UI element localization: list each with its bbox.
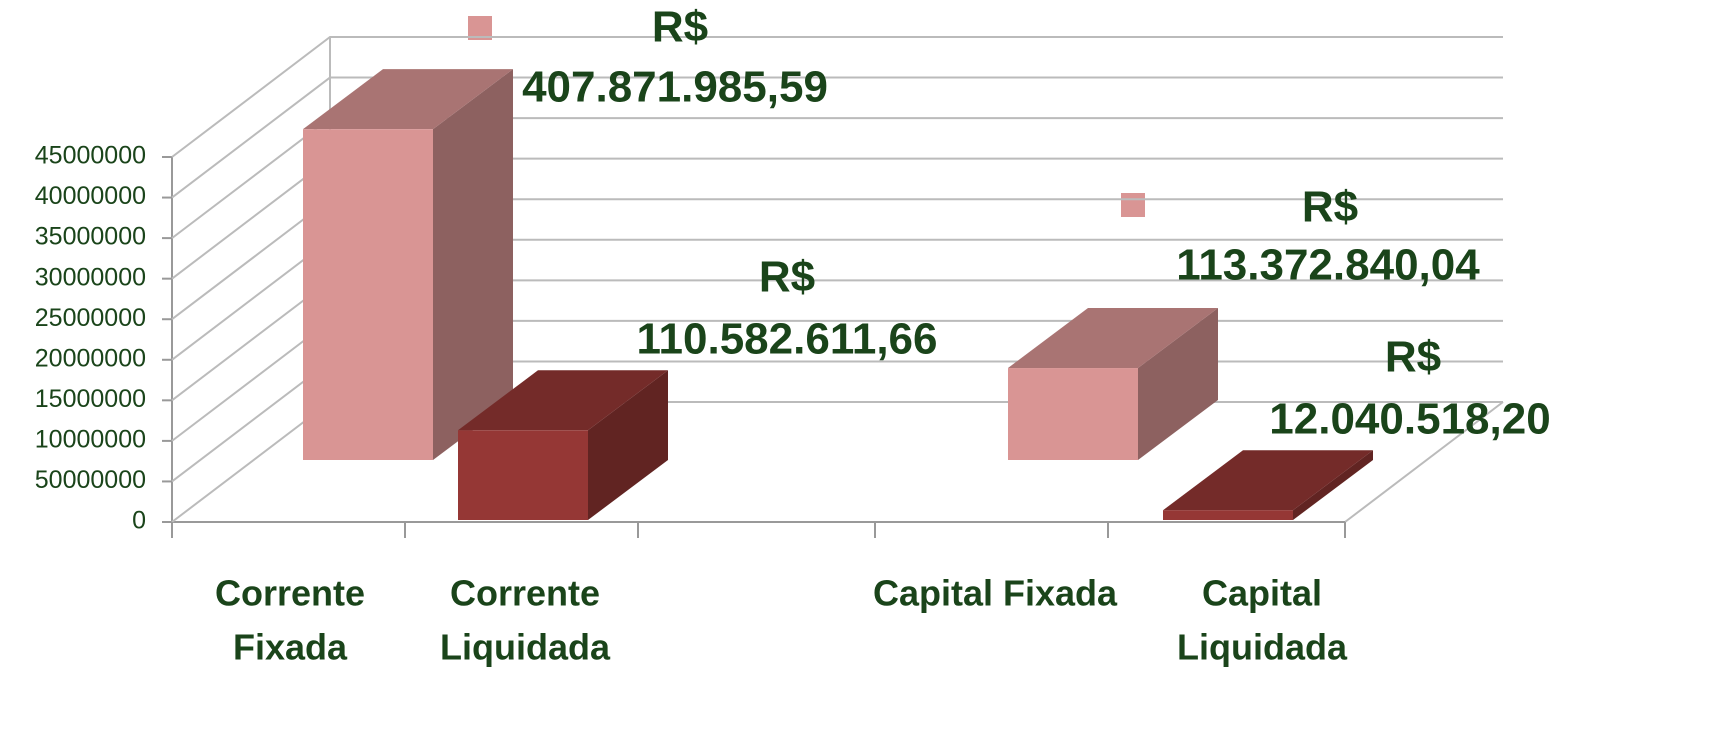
grid-line [171, 76, 1503, 199]
bar-side [1293, 450, 1373, 520]
annotation: R$ [1302, 183, 1358, 232]
x-tick-label: Liquidada [440, 627, 611, 668]
annotation: 113.372.840,04 [1176, 241, 1480, 290]
y-tick-label: 15000000 [35, 385, 146, 413]
y-tick-label: 10000000 [35, 425, 146, 453]
annotation: R$ [652, 3, 708, 52]
bar [1008, 368, 1138, 460]
y-tick-label: 25000000 [35, 304, 146, 332]
floor-edge [1344, 401, 1504, 523]
grid-line [171, 36, 1503, 158]
y-tick-label: 20000000 [35, 344, 146, 372]
y-tick-label: 35000000 [35, 223, 146, 251]
bar [1163, 510, 1293, 520]
annotation: 12.040.518,20 [1269, 395, 1550, 444]
annotation: 110.582.611,66 [637, 315, 938, 364]
x-tick-label: Liquidada [1177, 627, 1348, 668]
bar-side [1138, 308, 1218, 460]
bar-side [588, 370, 668, 520]
bar [458, 430, 588, 520]
y-tick-label: 40000000 [35, 182, 146, 210]
legend-swatch [1121, 193, 1145, 217]
y-tick-label: 45000000 [35, 142, 146, 170]
bar-top [303, 69, 513, 130]
bar [303, 129, 433, 460]
bar-side [433, 69, 513, 460]
bar-top [1008, 308, 1218, 369]
x-tick-label: Capital [1202, 573, 1322, 614]
annotation: R$ [1385, 333, 1441, 382]
y-tick-label: 0 [132, 507, 146, 535]
y-tick-label: 30000000 [35, 263, 146, 291]
x-tick-label: Fixada [233, 627, 348, 668]
annotation: R$ [759, 253, 815, 302]
annotation: 407.871.985,59 [522, 63, 828, 112]
x-tick-label: Corrente [450, 573, 600, 614]
x-tick-label: Corrente [215, 573, 365, 614]
y-tick-label: 50000000 [35, 466, 146, 494]
bar-top [1163, 450, 1373, 511]
x-tick-label: Capital Fixada [873, 573, 1118, 614]
bar-top [458, 370, 668, 431]
